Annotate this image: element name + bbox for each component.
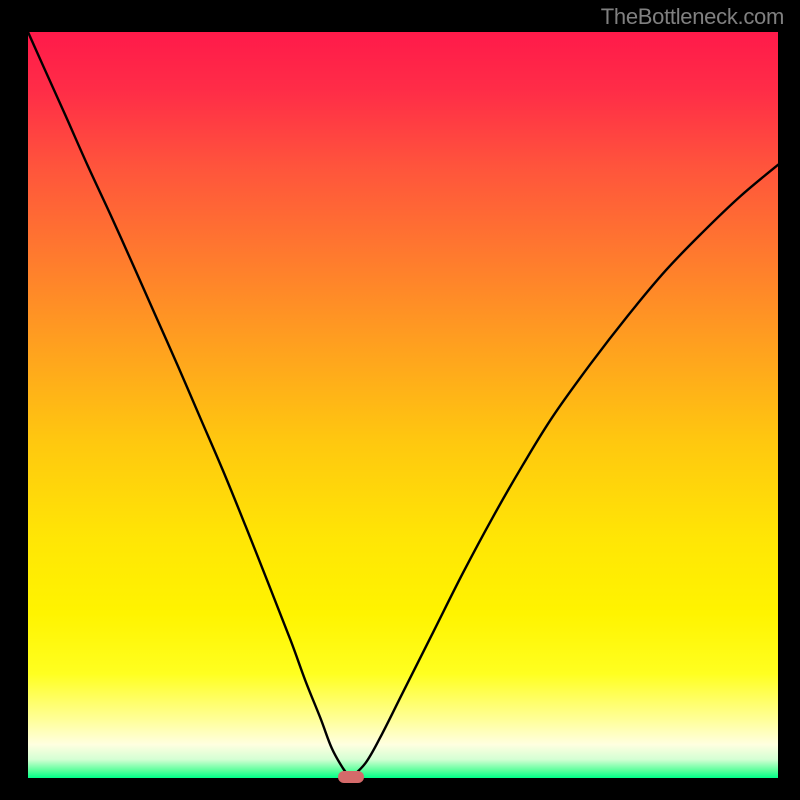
bottleneck-curve [28,32,778,778]
watermark-text: TheBottleneck.com [601,4,784,30]
plot-area [28,32,778,778]
optimum-marker [338,771,364,783]
